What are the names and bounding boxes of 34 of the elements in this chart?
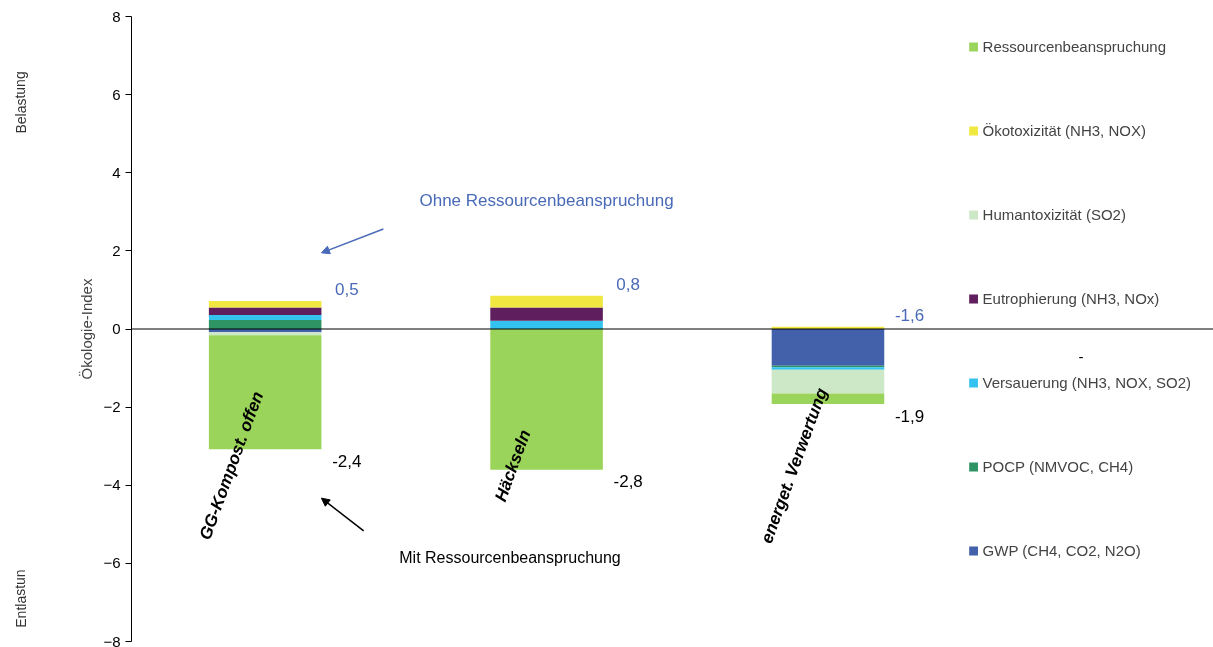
annotation: -2,8 (613, 472, 643, 492)
y-tick-label: 6 (112, 85, 121, 103)
y-tick-label: −6 (103, 554, 121, 572)
annotation: -2,4 (332, 452, 362, 472)
legend-label: Eutrophierung (NH3, NOx) (982, 290, 1160, 307)
annotation: Mit Ressourcenbeanspruchung (399, 548, 621, 566)
y-tick-label: −4 (103, 476, 121, 494)
bar (208, 300, 322, 308)
y-tick-label: −2 (103, 398, 121, 416)
bar (490, 307, 603, 321)
bar (771, 329, 885, 366)
legend-label: Versauerung (NH3, NOX, SO2) (982, 374, 1191, 391)
annotation: 0,5 (334, 280, 359, 300)
text: Entlastun (12, 569, 29, 628)
legend-label: Humantoxizität (SO2) (982, 206, 1126, 223)
legend-label: POCP (NMVOC, CH4) (982, 458, 1134, 475)
bar (490, 295, 603, 308)
bar (208, 307, 322, 315)
legend-label: GWP (CH4, CO2, N2O) (982, 542, 1141, 559)
y-tick-label: 0 (112, 320, 121, 337)
y-tick-label: 2 (112, 241, 121, 259)
legend-label: Ökotoxizität (NH3, NOX) (982, 122, 1146, 139)
legend-label: Ressourcenbeanspruchung (982, 38, 1167, 55)
text: - (1078, 347, 1084, 365)
y-tick-label: 4 (112, 163, 121, 181)
annotation: Ohne Ressourcenbeanspruchung (419, 191, 674, 211)
bar (208, 314, 322, 321)
y-tick-label: 8 (112, 7, 121, 25)
annotation: 0,8 (616, 274, 640, 294)
annotation: -1,6 (894, 305, 925, 325)
y-tick-label: −8 (103, 632, 121, 647)
text: Belastung (12, 71, 29, 134)
y-axis-title: Ökologie-Index (78, 278, 96, 380)
annotation: -1,9 (894, 406, 925, 426)
